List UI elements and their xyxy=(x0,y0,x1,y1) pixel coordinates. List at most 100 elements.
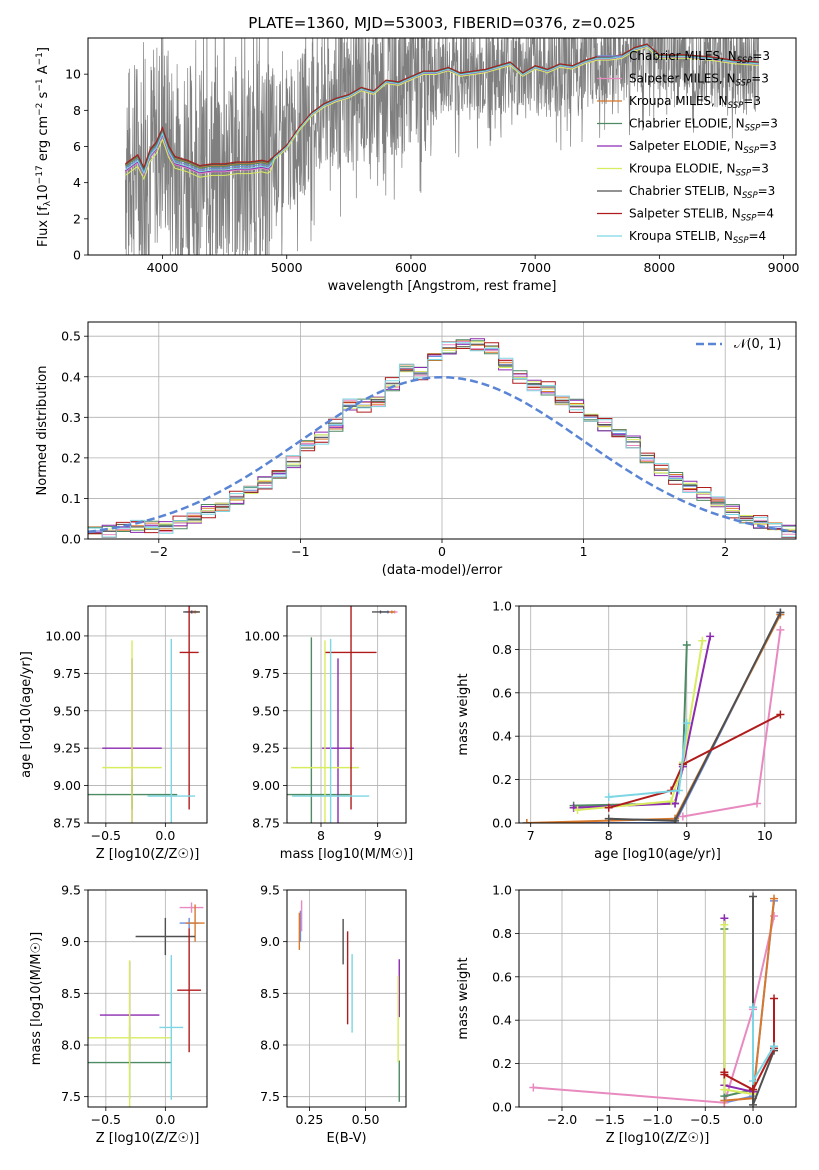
y-tick-label: 9.00 xyxy=(53,778,81,793)
x-axis-label: Z [log10(Z/Z☉)] xyxy=(96,847,200,862)
data-marker xyxy=(752,799,761,808)
legend-label: Salpeter ELODIE, NSSP=3 xyxy=(629,139,777,156)
axes-frame xyxy=(87,37,797,256)
x-tick-label: 9 xyxy=(683,828,691,843)
y-tick-label: 9.0 xyxy=(260,934,280,949)
plot-area xyxy=(88,606,207,823)
x-tick-label: 0.0 xyxy=(155,1112,175,1127)
panel-mass_vs_ebv: 0.25 0.50 7.5 8.0 8.5 9.0 9.5 E(B-V) xyxy=(260,883,407,1146)
y-tick-label: 10.00 xyxy=(45,628,81,643)
x-tick-label: 6000 xyxy=(395,260,427,275)
x-axis-label: (data-model)/error xyxy=(382,563,503,578)
axes-frame xyxy=(286,889,407,1108)
x-tick-label: 0.0 xyxy=(155,828,175,843)
axes-frame xyxy=(87,605,208,824)
legend-label: Kroupa MILES, NSSP=3 xyxy=(629,94,761,111)
weight-series-line xyxy=(526,614,782,823)
x-axis-label: E(B-V) xyxy=(326,1131,366,1146)
panel-residuals: −2 −1 0 1 2 0.0 0.1 0.2 0.3 0.4 0.5 𝒩(0, 1) (data-mo… xyxy=(35,321,797,578)
axes-frame xyxy=(87,889,208,1108)
y-tick-label: 9.75 xyxy=(252,666,280,681)
data-marker xyxy=(720,1070,729,1079)
y-tick-label: 0.2 xyxy=(61,450,81,465)
model-spectrum-series xyxy=(125,46,759,181)
x-tick-label: −0.5 xyxy=(690,1112,720,1127)
plot-area xyxy=(519,606,796,823)
data-marker xyxy=(770,1042,779,1051)
y-tick-label: 9.25 xyxy=(252,741,280,756)
x-tick-label: 10 xyxy=(757,828,773,843)
y-tick-label: 0.8 xyxy=(492,926,512,941)
y-tick-label: 8.5 xyxy=(61,986,81,1001)
data-marker xyxy=(749,892,758,901)
weight-series-line xyxy=(682,629,782,818)
y-tick-label: 8.75 xyxy=(53,816,81,831)
y-tick-label: 2 xyxy=(73,211,81,226)
weight-series-line xyxy=(723,918,754,1093)
data-marker xyxy=(770,894,779,903)
panels-layer: 4000 5000 6000 7000 8000 90000246810Chabrier … xyxy=(19,37,800,1146)
y-tick-label: 8.0 xyxy=(61,1038,81,1053)
axes-frame xyxy=(286,605,407,824)
x-tick-label: 0.25 xyxy=(296,1112,324,1127)
weight-series-line xyxy=(577,640,704,811)
y-tick-label: 8.75 xyxy=(252,816,280,831)
y-tick-label: 0.0 xyxy=(61,532,81,547)
y-tick-label: 9.0 xyxy=(61,934,81,949)
x-tick-label: 0 xyxy=(438,544,446,559)
plot-area xyxy=(287,606,406,823)
model-spectrum-series xyxy=(125,45,759,175)
y-tick-label: 1.0 xyxy=(492,599,512,614)
model-spectrum-series xyxy=(125,43,759,169)
legend-label: Salpeter STELIB, NSSP=4 xyxy=(629,207,774,224)
y-tick-label: 9.50 xyxy=(53,703,81,718)
plot-area xyxy=(88,322,796,539)
x-tick-label: −2 xyxy=(150,544,168,559)
data-marker xyxy=(678,812,687,821)
y-tick-label: 9.5 xyxy=(260,883,280,898)
y-axis-label: Normed distribution xyxy=(35,366,50,496)
x-tick-label: 8 xyxy=(317,828,325,843)
y-tick-label: 0.6 xyxy=(492,969,512,984)
legend: Chabrier MILES, NSSP=3 Salpeter MILES, NS… xyxy=(597,49,778,246)
x-axis-label: age [log10(age/yr)] xyxy=(594,847,721,862)
y-tick-label: 8.0 xyxy=(260,1038,280,1053)
y-tick-label: 7.5 xyxy=(61,1089,81,1104)
panel-age_vs_Z: −0.5 0.0 8.75 9.00 9.25 9.50 9.75 10.00 Z [log10… xyxy=(19,605,208,862)
y-tick-label: 0.8 xyxy=(492,642,512,657)
data-marker xyxy=(529,1083,538,1092)
x-tick-label: 7000 xyxy=(519,260,551,275)
y-tick-label: 0.4 xyxy=(61,369,81,384)
x-tick-label: −1.0 xyxy=(642,1112,672,1127)
y-tick-label: 0.4 xyxy=(492,729,512,744)
legend-label: Kroupa ELODIE, NSSP=3 xyxy=(629,162,769,179)
x-tick-label: 7 xyxy=(527,828,535,843)
y-tick-label: 0.3 xyxy=(61,410,81,425)
x-axis-label: Z [log10(Z/Z☉)] xyxy=(606,1131,710,1146)
y-tick-label: 0.0 xyxy=(492,1100,512,1115)
y-tick-label: 0.2 xyxy=(492,1056,512,1071)
y-tick-label: 0.6 xyxy=(492,685,512,700)
y-tick-label: 6 xyxy=(73,139,81,154)
data-marker xyxy=(671,816,680,823)
figure-title: PLATE=1360, MJD=53003, FIBERID=0376, z=0… xyxy=(248,14,635,32)
data-marker xyxy=(674,786,683,795)
x-tick-label: 4000 xyxy=(147,260,179,275)
y-tick-label: 9.50 xyxy=(252,703,280,718)
x-tick-label: 8000 xyxy=(643,260,675,275)
data-marker xyxy=(682,719,691,728)
x-tick-label: 9000 xyxy=(768,260,800,275)
observed-spectrum xyxy=(124,38,760,255)
y-tick-label: 0.4 xyxy=(492,1013,512,1028)
weight-series-line xyxy=(608,713,781,809)
axes-frame xyxy=(518,605,797,824)
y-axis-label: mass weight xyxy=(456,673,471,755)
data-marker xyxy=(749,1085,758,1094)
plot-area xyxy=(519,890,796,1107)
legend-label: Chabrier ELODIE, NSSP=3 xyxy=(629,117,778,134)
panel-massweight_vs_Z: −2.0 −1.5 −1.0 −0.5 0.0 0.0 0.2 0.4 0.6 0.8 1.0 Z [… xyxy=(456,883,797,1146)
normal-distribution-curve xyxy=(88,375,796,534)
x-tick-label: 5000 xyxy=(271,260,303,275)
weight-series-line xyxy=(723,924,754,1095)
